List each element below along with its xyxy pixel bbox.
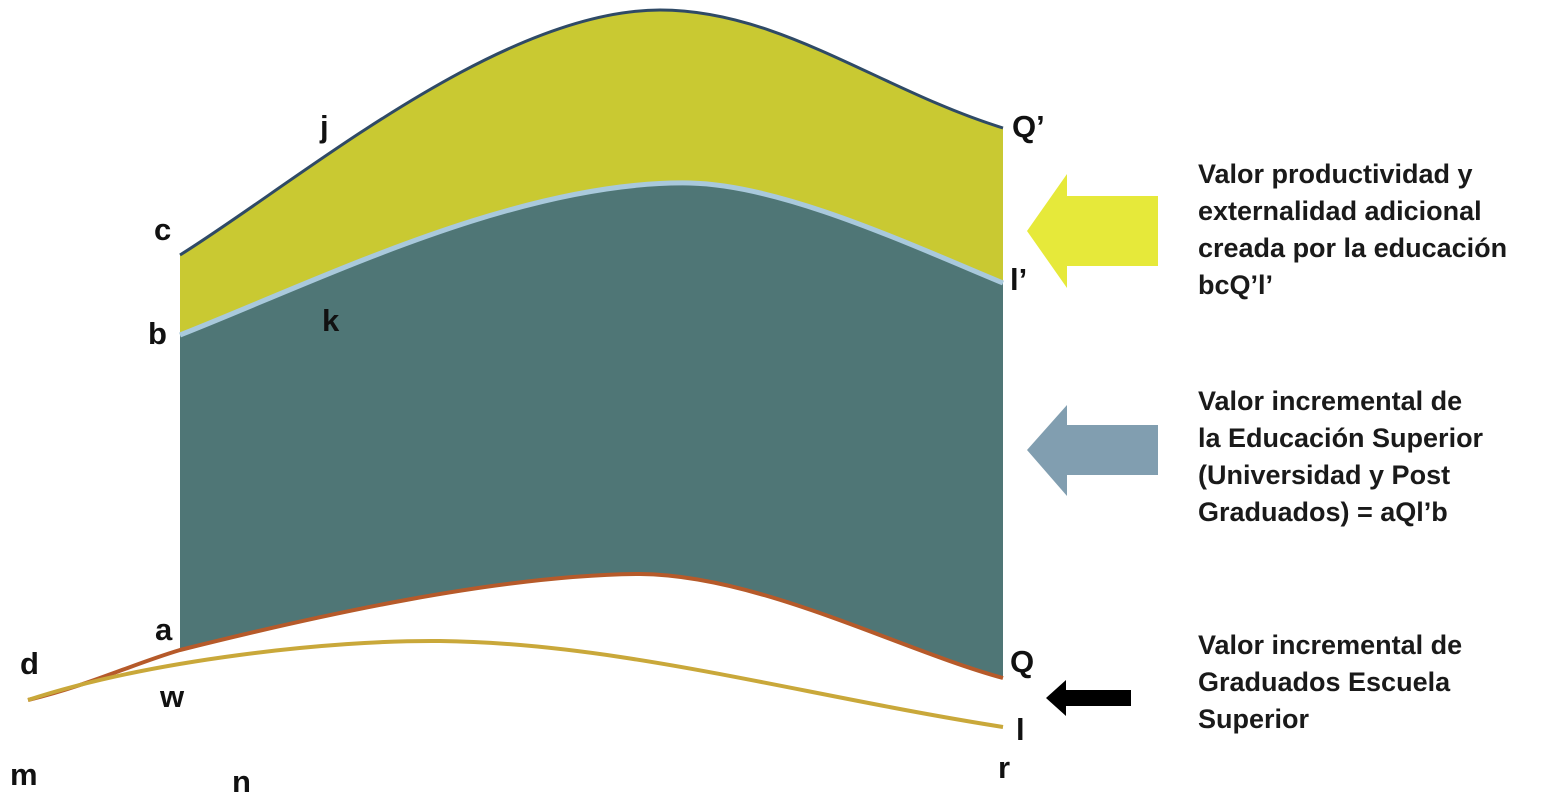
yellow-band xyxy=(180,10,1003,335)
label-m: m xyxy=(10,757,38,792)
bottom-curve xyxy=(27,638,1004,729)
legend-black-text: Valor incremental de Graduados Escuela S… xyxy=(1198,630,1463,734)
blue-band xyxy=(180,182,1003,678)
label-c: c xyxy=(154,212,171,247)
legend-blue-text: Valor incremental de la Educación Superi… xyxy=(1198,386,1484,527)
label-l-prime: l’ xyxy=(1010,262,1027,297)
mid-curve xyxy=(179,180,1004,338)
label-j: j xyxy=(319,109,329,144)
label-q-prime: Q’ xyxy=(1012,109,1045,144)
left-arrow-black-icon xyxy=(1046,680,1131,716)
label-r: r xyxy=(998,750,1010,785)
lower-curve xyxy=(27,571,1004,702)
label-w: w xyxy=(159,679,185,714)
label-l: l xyxy=(1016,712,1025,747)
label-n: n xyxy=(232,764,251,797)
label-d: d xyxy=(20,646,39,681)
label-q: Q xyxy=(1010,644,1034,679)
label-k: k xyxy=(322,303,340,338)
label-a: a xyxy=(155,612,173,647)
label-b: b xyxy=(148,316,167,351)
left-arrow-yellow-icon xyxy=(1027,174,1158,288)
left-arrow-blue-icon xyxy=(1027,405,1158,496)
top-curve xyxy=(179,8,1004,257)
legend-yellow-text: Valor productividad y externalidad adici… xyxy=(1198,159,1508,300)
